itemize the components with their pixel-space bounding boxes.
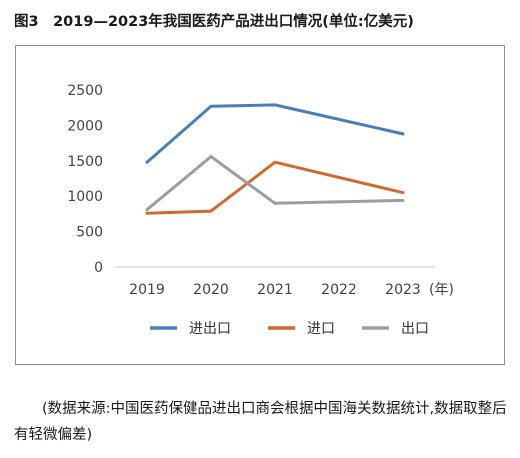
y-tick-label: 0 xyxy=(94,260,103,276)
data-point xyxy=(401,191,405,195)
data-point xyxy=(273,160,277,164)
y-tick-label: 2500 xyxy=(67,83,103,99)
y-tick-label: 2000 xyxy=(67,118,103,134)
series-lines xyxy=(145,103,405,215)
data-point xyxy=(273,201,277,205)
y-tick-label: 1500 xyxy=(67,154,103,170)
data-point xyxy=(145,211,149,215)
x-tick-label: 2020 xyxy=(193,282,229,298)
chart-frame xyxy=(15,45,505,365)
y-axis-ticks: 2500 2000 1500 1000 500 0 xyxy=(67,83,103,276)
legend-label: 出口 xyxy=(401,321,429,337)
x-tick-label: 2023 xyxy=(385,282,421,298)
legend-label: 进口 xyxy=(307,321,335,337)
x-tick-label: 2022 xyxy=(321,282,357,298)
series-line-0 xyxy=(145,103,405,164)
figure-title: 图3 2019—2023年我国医药产品进出口情况(单位:亿美元) xyxy=(14,14,414,30)
series-line-2 xyxy=(145,155,405,212)
data-point xyxy=(145,208,149,212)
data-point xyxy=(209,104,213,108)
source-note-text: (数据来源:中国医药保健品进出口商会根据中国海关数据统计,数据取整后有轻微偏差) xyxy=(14,401,507,443)
y-tick-label: 500 xyxy=(76,225,103,241)
series-line-1 xyxy=(145,160,405,215)
x-axis-label: (年) xyxy=(429,282,454,298)
data-point xyxy=(209,209,213,213)
legend: 进出口 进口 出口 xyxy=(150,321,429,337)
data-point xyxy=(145,160,149,164)
data-point xyxy=(273,103,277,107)
x-axis-ticks: 2019 2020 2021 2022 2023 xyxy=(129,282,421,298)
data-point xyxy=(401,132,405,136)
data-point xyxy=(401,199,405,202)
y-tick-label: 1000 xyxy=(67,189,103,205)
x-tick-label: 2019 xyxy=(129,282,165,298)
data-point xyxy=(209,155,213,158)
source-note: (数据来源:中国医药保健品进出口商会根据中国海关数据统计,数据取整后有轻微偏差) xyxy=(14,396,509,448)
legend-label: 进出口 xyxy=(189,321,231,337)
x-tick-label: 2021 xyxy=(257,282,293,298)
